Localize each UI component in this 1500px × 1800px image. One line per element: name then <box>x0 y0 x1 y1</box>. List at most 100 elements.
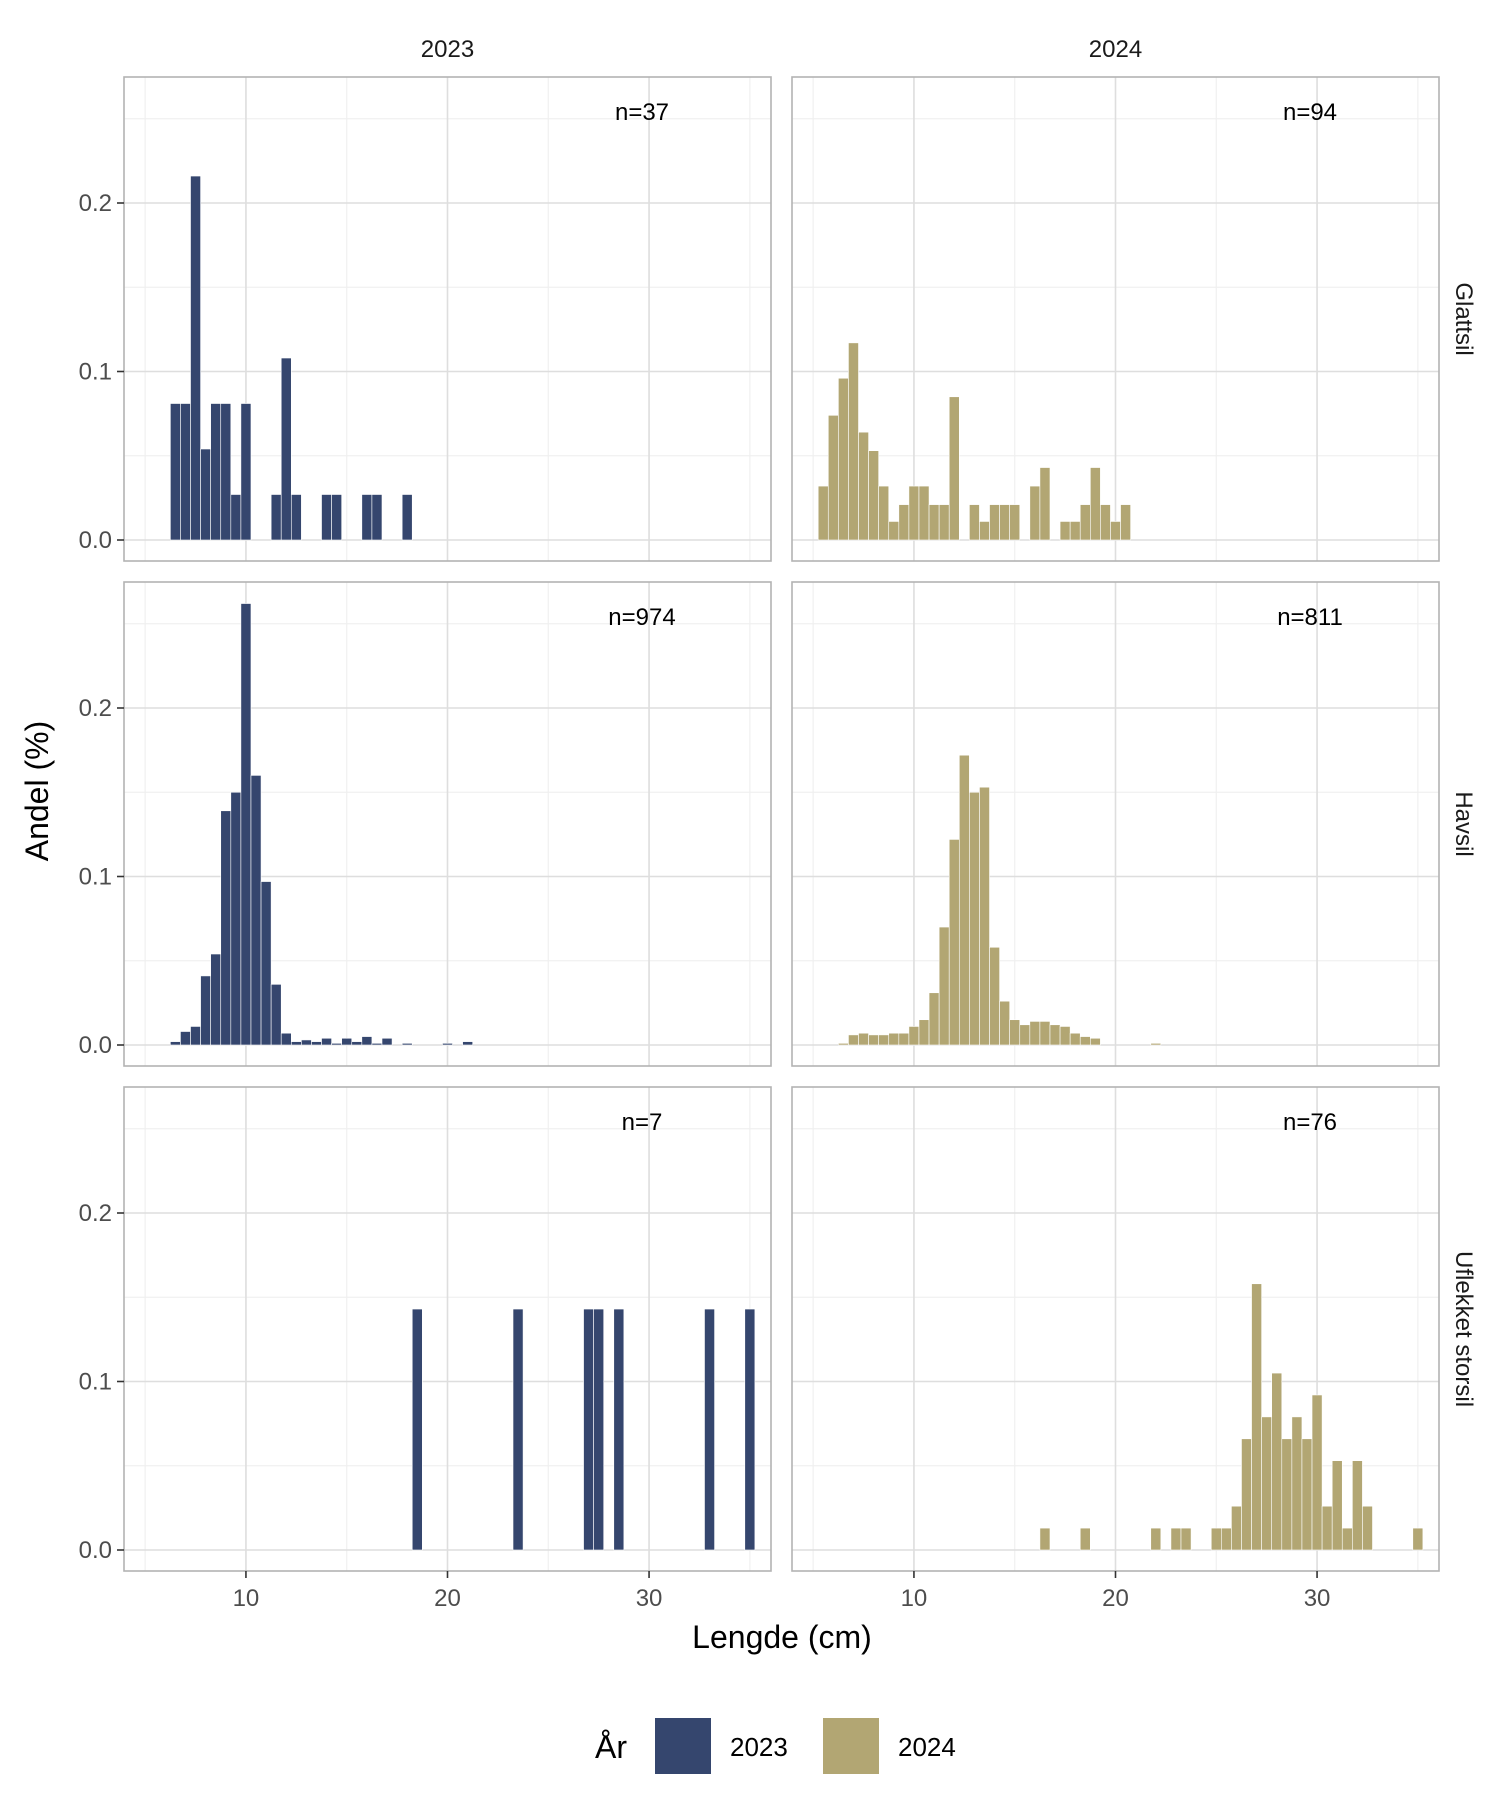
bar-uflekket-storsil-2024-28.5 <box>1281 1438 1293 1551</box>
row-strip-label-havsil: Havsil <box>1450 791 1477 856</box>
bar-glattsil-2023-8 <box>200 448 211 541</box>
bar-uflekket-storsil-2023-27 <box>583 1308 594 1551</box>
bar-havsil-2023-15.5 <box>351 1041 363 1046</box>
bar-glattsil-2024-7 <box>848 342 859 541</box>
bar-uflekket-storsil-2024-29 <box>1291 1416 1303 1551</box>
bar-havsil-2024-12 <box>948 839 960 1046</box>
bar-glattsil-2024-15 <box>1009 504 1021 541</box>
bar-uflekket-storsil-2024-31 <box>1331 1460 1343 1551</box>
panel-uflekket-storsil-2024: n=76 <box>791 1086 1440 1572</box>
bar-glattsil-2024-10 <box>908 485 920 541</box>
bar-glattsil-2024-17.5 <box>1059 521 1071 541</box>
bar-havsil-2024-8 <box>868 1034 879 1046</box>
bar-glattsil-2024-12 <box>948 396 960 541</box>
bar-havsil-2024-10.5 <box>918 1019 930 1046</box>
bar-glattsil-2023-14.5 <box>331 494 342 541</box>
bar-havsil-2024-22 <box>1150 1043 1162 1046</box>
sample-size-label: n=94 <box>1283 99 1337 126</box>
bar-havsil-2023-13.5 <box>311 1041 322 1046</box>
bar-glattsil-2023-7 <box>180 403 191 541</box>
bar-glattsil-2023-7.5 <box>190 175 201 541</box>
bar-uflekket-storsil-2024-28 <box>1271 1372 1283 1551</box>
bar-glattsil-2024-14 <box>989 504 1000 541</box>
bar-havsil-2024-14 <box>989 946 1000 1046</box>
bar-glattsil-2023-6.5 <box>170 403 181 541</box>
bar-havsil-2023-7.5 <box>190 1026 201 1046</box>
bar-havsil-2023-8.5 <box>210 953 222 1046</box>
panel-glattsil-2023: n=37 <box>123 76 772 562</box>
bar-glattsil-2023-14 <box>321 494 332 541</box>
bar-havsil-2023-6.5 <box>170 1041 181 1046</box>
x-tick-label: 10 <box>901 1585 928 1612</box>
bar-uflekket-storsil-2024-18.5 <box>1079 1527 1091 1551</box>
axes-layer: 0.0 0.1 0.2 Glattsil 0.0 0.1 0.2 Havsil 0.0 0.1 0.… <box>79 36 1477 1612</box>
y-tick-label: 0.2 <box>79 1200 112 1227</box>
bar-havsil-2023-10 <box>240 603 252 1046</box>
row-strip-label-glattsil: Glattsil <box>1450 282 1477 355</box>
bar-havsil-2023-7 <box>180 1031 191 1046</box>
y-tick-label: 0.0 <box>79 1537 112 1564</box>
bar-glattsil-2023-12.5 <box>290 494 302 541</box>
sample-size-label: n=7 <box>622 1109 663 1136</box>
bar-havsil-2024-11 <box>928 992 940 1046</box>
panel-glattsil-2024: n=94 <box>791 76 1440 562</box>
x-tick-label: 30 <box>1304 1585 1331 1612</box>
bar-uflekket-storsil-2024-30 <box>1311 1394 1323 1551</box>
bar-glattsil-2024-11.5 <box>938 504 950 541</box>
sample-size-label: n=76 <box>1283 1109 1337 1136</box>
bar-havsil-2023-9.5 <box>230 791 242 1046</box>
bar-glattsil-2024-16.5 <box>1039 467 1051 541</box>
y-tick-label: 0.1 <box>79 864 112 891</box>
bar-glattsil-2024-9.5 <box>898 504 910 541</box>
bar-uflekket-storsil-2024-26.5 <box>1241 1438 1252 1551</box>
y-axis-title: Andel (%) <box>19 721 55 862</box>
bar-glattsil-2023-9.5 <box>230 494 242 541</box>
bar-glattsil-2024-13 <box>969 504 980 541</box>
bar-havsil-2024-6.5 <box>838 1043 849 1046</box>
bar-havsil-2024-14.5 <box>999 1000 1010 1046</box>
bar-glattsil-2024-11 <box>928 504 940 541</box>
panels-layer: n=37 n=94 n=974 n=811 n=7 n=76 <box>123 76 1440 1572</box>
bar-havsil-2024-16 <box>1029 1021 1041 1046</box>
bar-uflekket-storsil-2024-27 <box>1251 1283 1262 1551</box>
bar-havsil-2023-10.5 <box>250 775 262 1046</box>
bar-havsil-2023-12 <box>280 1032 292 1046</box>
bar-havsil-2024-12.5 <box>958 754 970 1046</box>
bar-havsil-2024-13 <box>969 791 980 1046</box>
bar-glattsil-2024-6.5 <box>838 377 849 541</box>
y-tick-label: 0.2 <box>79 190 112 217</box>
x-tick-label: 20 <box>434 1585 461 1612</box>
bar-uflekket-storsil-2024-32.5 <box>1362 1505 1373 1551</box>
bar-glattsil-2024-5.5 <box>817 485 829 541</box>
legend-label-2023: 2023 <box>730 1732 788 1762</box>
bar-havsil-2024-9 <box>888 1032 900 1046</box>
column-strip-label-2023: 2023 <box>421 36 474 63</box>
bar-havsil-2023-9 <box>220 810 232 1046</box>
bar-havsil-2024-18 <box>1069 1032 1081 1046</box>
bar-glattsil-2024-19 <box>1090 467 1101 541</box>
y-tick-label: 0.1 <box>79 359 112 386</box>
bar-uflekket-storsil-2023-23.5 <box>512 1308 524 1551</box>
bar-havsil-2024-17.5 <box>1059 1026 1071 1046</box>
row-strip-label-uflekket-storsil: Uflekket storsil <box>1450 1251 1477 1407</box>
bar-uflekket-storsil-2024-25 <box>1210 1527 1222 1551</box>
bar-uflekket-storsil-2024-23 <box>1170 1527 1182 1551</box>
bar-glattsil-2024-8 <box>868 450 879 541</box>
bar-glattsil-2024-6 <box>827 415 839 541</box>
bar-glattsil-2023-10 <box>240 403 252 541</box>
panel-border <box>791 581 1440 1067</box>
bar-havsil-2024-19 <box>1090 1037 1101 1046</box>
bar-uflekket-storsil-2024-35 <box>1412 1527 1424 1551</box>
bar-uflekket-storsil-2024-31.5 <box>1341 1527 1353 1551</box>
bar-havsil-2023-17 <box>381 1037 393 1046</box>
y-tick-label: 0.0 <box>79 1032 112 1059</box>
bar-havsil-2024-11.5 <box>938 926 950 1046</box>
bar-glattsil-2024-13.5 <box>979 521 990 541</box>
bar-uflekket-storsil-2024-27.5 <box>1261 1416 1273 1551</box>
bar-glattsil-2023-12 <box>280 357 292 541</box>
bar-glattsil-2023-18 <box>401 494 413 541</box>
bar-havsil-2023-16.5 <box>371 1043 383 1046</box>
bar-uflekket-storsil-2024-16.5 <box>1039 1527 1051 1551</box>
x-tick-label: 30 <box>636 1585 663 1612</box>
